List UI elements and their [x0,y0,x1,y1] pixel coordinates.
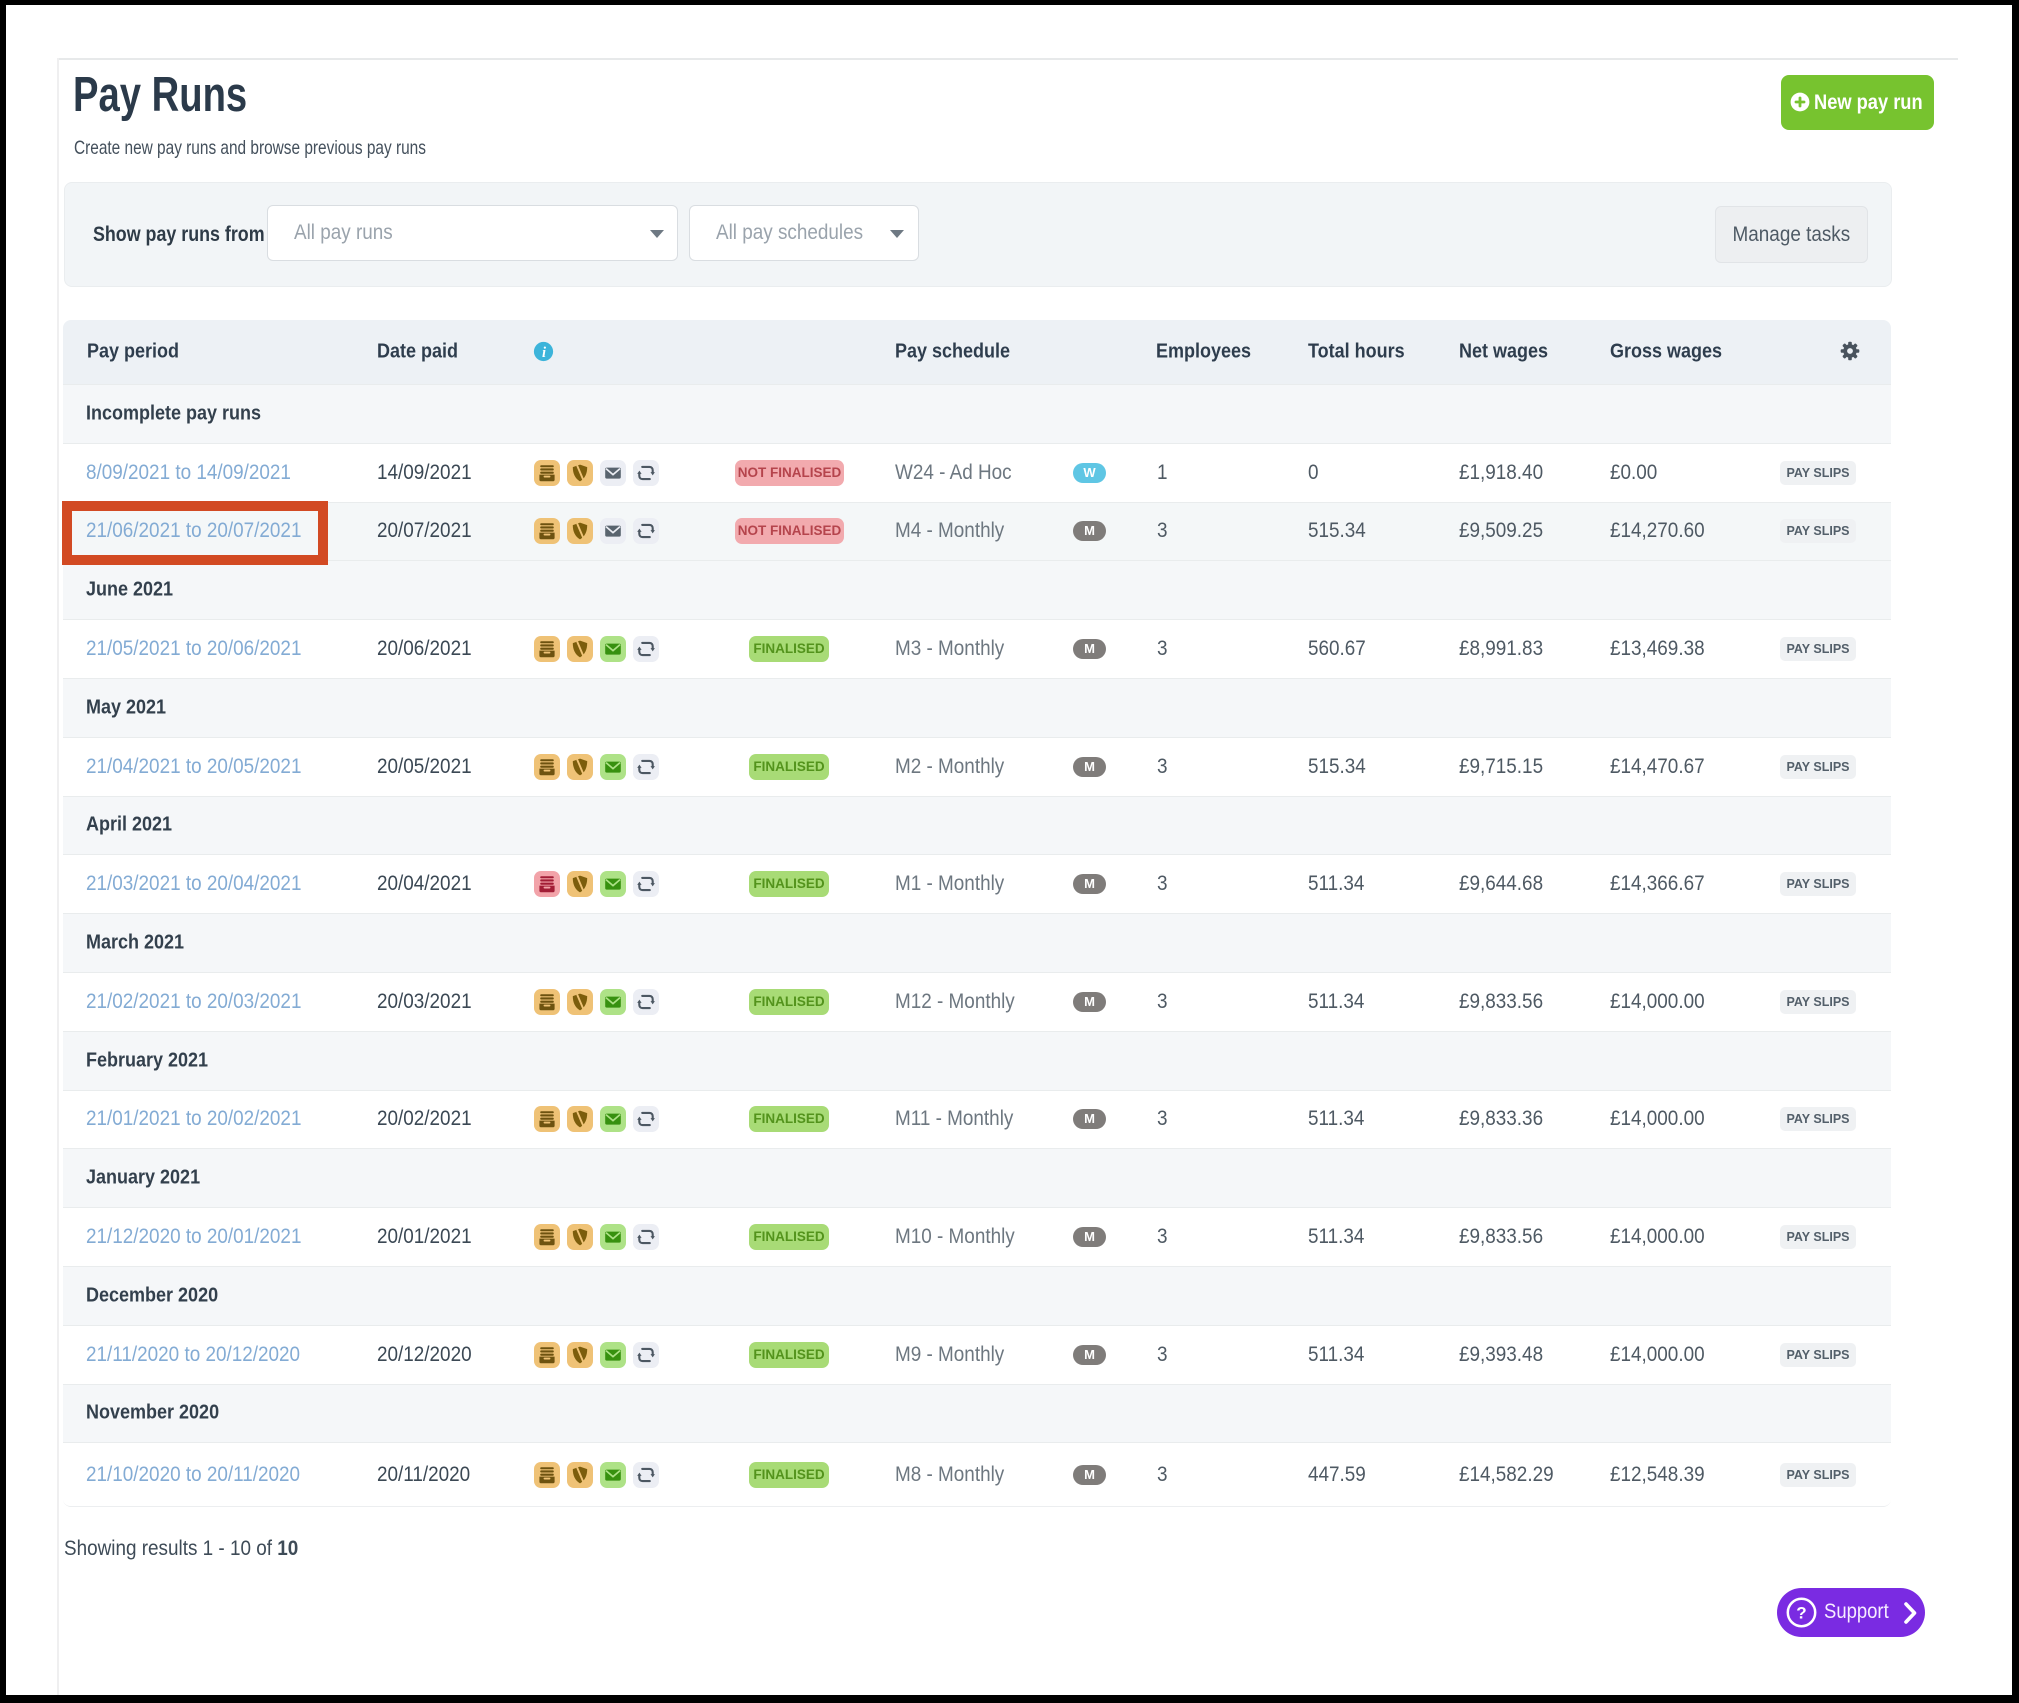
svg-text:i: i [542,345,546,361]
svg-text:?: ? [1796,1604,1806,1623]
